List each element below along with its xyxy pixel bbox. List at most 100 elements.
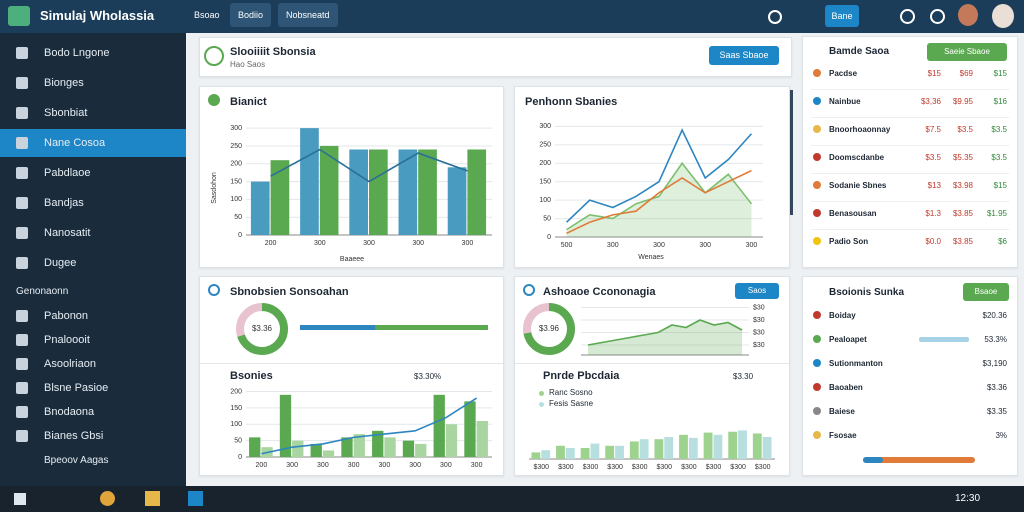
table-cell: $3.85 [952,237,973,246]
list-value: 53.3% [984,335,1007,344]
start-icon[interactable] [14,493,26,505]
x-tick-label: $300 [632,464,648,471]
list-label: Baoaben [829,383,863,392]
row-icon [813,383,821,391]
legend: $3.30% [414,372,442,381]
y-tick-label: $30 [753,342,765,349]
x-tick-label: $300 [730,464,746,471]
divider [200,363,503,364]
donut-segment [236,303,288,355]
avatar[interactable] [992,4,1014,28]
x-tick-label: 300 [363,240,375,247]
sidebar-item[interactable]: Pabonon [0,302,186,330]
legend-swatch [539,402,544,407]
table-cell: $3.85 [952,209,973,218]
row-icon [813,97,821,105]
sidebar-item[interactable]: Asoolriaon [0,350,186,378]
bar [565,448,575,459]
panel-button[interactable]: Saos [735,283,779,299]
table-cell: $3.5 [991,153,1007,162]
bar [752,433,762,459]
row-icon [813,209,821,217]
area [588,320,742,355]
y-tick-label: 300 [230,125,242,132]
table-cell: $1.3 [925,209,941,218]
sidebar-item[interactable]: Sbonbiat [0,99,186,127]
action-button[interactable]: Bane [825,5,859,27]
row-icon [813,153,821,161]
x-tick-label: 300 [317,462,329,469]
bar [300,128,319,235]
scrollbar[interactable] [789,90,793,215]
line [270,148,468,183]
donut-segment [523,303,575,355]
table-row-label: Doomscdanbe [829,153,885,162]
bar [270,160,290,235]
sidebar-item[interactable]: Pnaloooit [0,326,186,354]
bar [531,452,541,459]
sidebar-item[interactable]: Bianes Gbsi [0,422,186,450]
x-axis-label: Wenaes [638,254,664,261]
x-tick-label: $300 [558,464,574,471]
bar [629,441,639,459]
app-icon[interactable] [188,491,203,506]
tab[interactable]: Bodiio [230,3,272,27]
legend-swatch [539,391,544,396]
sidebar-item[interactable]: Nane Cosoa [0,129,186,157]
header-button[interactable]: Saas Sbaoe [709,46,779,65]
bar [418,149,437,235]
sidebar-item[interactable]: Bionges [0,69,186,97]
list-value: $3,190 [982,359,1007,368]
list-bar [863,457,883,463]
bar [372,430,384,457]
x-tick-label: 300 [348,462,360,469]
tab[interactable]: Nobsneatd [278,3,338,27]
list-bar [863,457,975,463]
sidebar-icon [16,227,28,239]
header-title: Slooiiiit Sbonsia [230,46,316,58]
y-tick-label: 250 [230,143,242,150]
row-divider [811,117,1009,118]
table-row-label: Bnoorhoaonnay [829,125,891,134]
line [587,319,743,346]
icon[interactable] [900,9,915,24]
sidebar-item[interactable]: Bodo Lngone [0,39,186,67]
chart: $3.36 [236,303,488,355]
browser-icon[interactable] [100,491,115,506]
folder-icon[interactable] [145,491,160,506]
avatar[interactable] [958,4,978,26]
sidebar-icon [16,382,28,394]
bar [679,434,688,459]
y-tick-label: 100 [230,421,242,428]
bar [580,448,590,459]
sidebar-footer[interactable]: Bpeoov Aagas [44,455,109,466]
bar [738,430,747,459]
icon[interactable] [930,9,945,24]
bar [384,437,396,457]
sidebar-item[interactable]: Dugee [0,249,186,277]
sidebar-item[interactable]: Bandjas [0,189,186,217]
bar [541,450,551,459]
sidebar-item[interactable]: Nanosatit [0,219,186,247]
row-icon [813,431,821,439]
list-value: 3% [995,431,1007,440]
panel: Bianict 0 50 100 150 200 250 300 200 300 300 300 300… [199,86,504,268]
icon[interactable] [768,10,782,24]
sidebar-item[interactable]: Pabdlaoe [0,159,186,187]
table-row-label: Nainbue [829,97,861,106]
list-button[interactable]: Bsaoe [963,283,1009,301]
table-button[interactable]: Saeie Sbaoe [927,43,1007,61]
bar [398,149,418,235]
table-cell: $15 [927,69,941,78]
tab[interactable]: Bsoao [194,10,220,20]
chart: $300 $300 $300 $300 $300 $300 $300 $300 $300 $300 [529,430,775,471]
sidebar-item[interactable]: Bnodaona [0,398,186,426]
sidebar-item[interactable]: Genonaonn [16,286,69,297]
sidebar-icon [16,47,28,59]
row-divider [811,173,1009,174]
y-tick-label: 50 [234,214,242,221]
sidebar-item[interactable]: Blsne Pasioe [0,374,186,402]
table-cell: $15 [993,181,1007,190]
panel-value: $3.30 [733,372,754,381]
bar [688,437,698,459]
